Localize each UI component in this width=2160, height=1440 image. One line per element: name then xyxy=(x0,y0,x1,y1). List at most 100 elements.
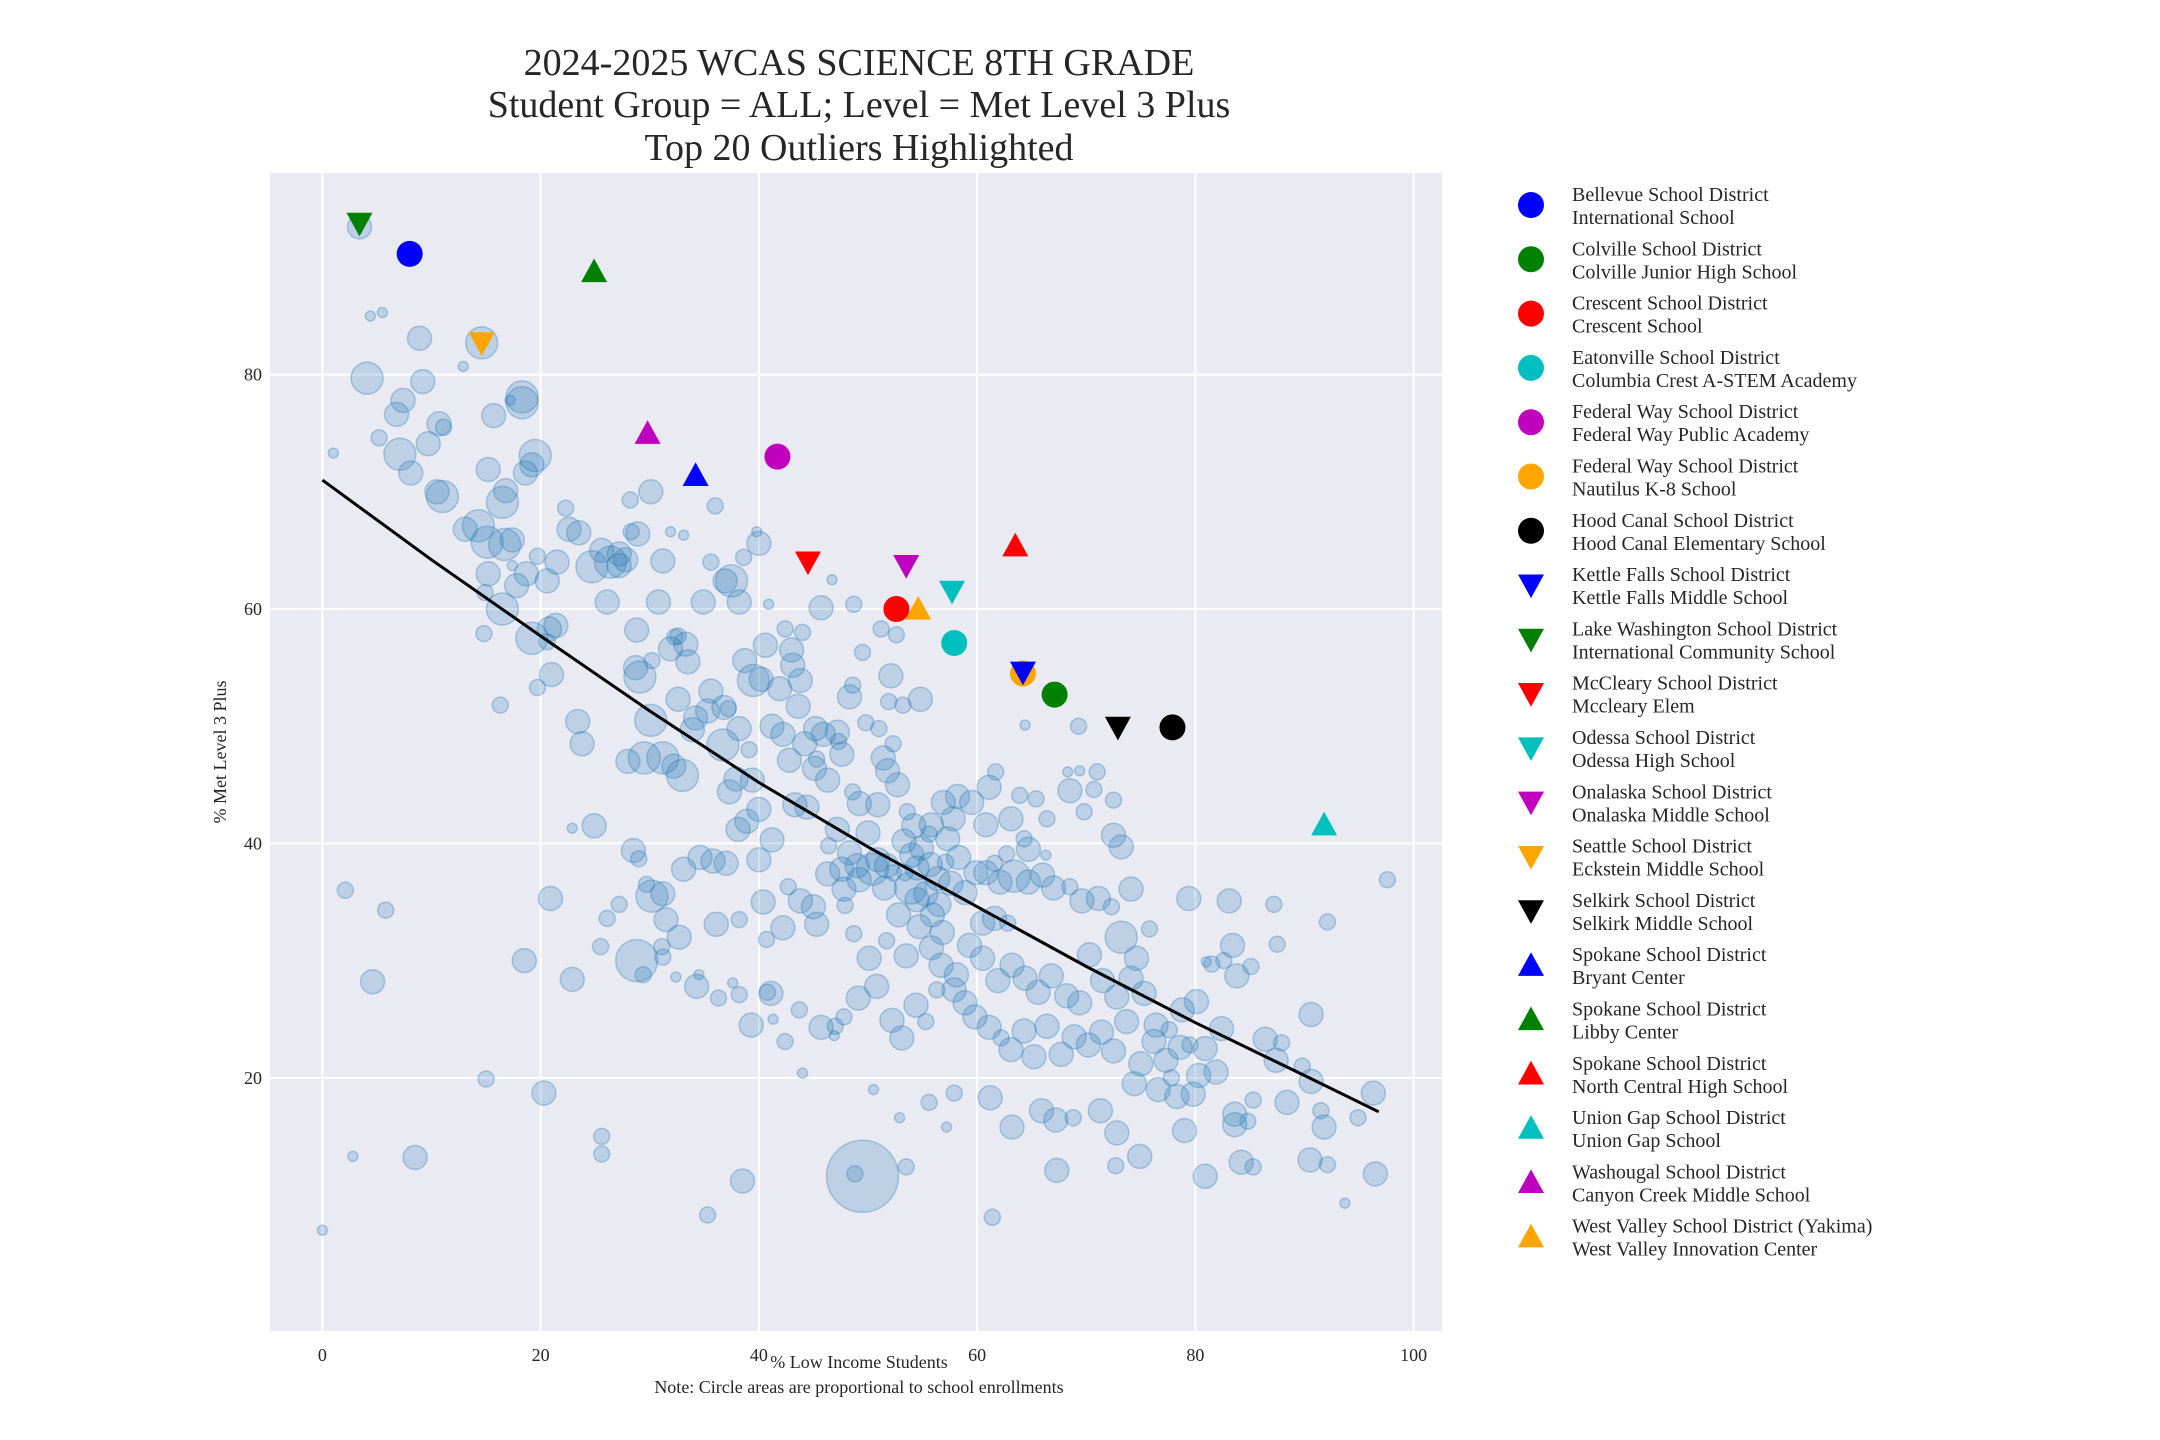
legend-triangle-up-icon xyxy=(1518,1060,1544,1085)
school-point xyxy=(884,863,902,882)
school-point xyxy=(1104,984,1130,1010)
school-point xyxy=(538,661,565,688)
school-point xyxy=(505,385,539,420)
school-point xyxy=(1221,1101,1248,1127)
school-point xyxy=(738,1012,764,1038)
school-point xyxy=(661,753,687,779)
school-point xyxy=(677,529,690,541)
school-point xyxy=(983,1208,1002,1227)
school-point xyxy=(383,437,417,472)
legend-triangle-down-icon xyxy=(1518,628,1544,653)
school-point xyxy=(623,660,657,694)
school-point xyxy=(475,456,501,483)
school-point xyxy=(843,783,862,801)
school-point xyxy=(1126,1143,1153,1170)
school-point xyxy=(918,934,945,961)
school-point xyxy=(1203,1059,1229,1085)
school-point xyxy=(943,961,970,988)
legend-triangle-up-icon xyxy=(1518,1169,1544,1194)
school-point xyxy=(906,913,933,940)
school-point xyxy=(945,1084,963,1102)
school-point xyxy=(908,835,935,861)
legend-school: Bryant Center xyxy=(1572,967,1685,989)
outlier-marker-triangle-down xyxy=(346,212,373,237)
school-point xyxy=(1221,1111,1248,1138)
school-point xyxy=(734,548,753,567)
school-point xyxy=(901,813,927,839)
school-point xyxy=(1318,1155,1337,1174)
school-point xyxy=(750,525,763,538)
school-point xyxy=(878,663,904,689)
outlier-marker-circle xyxy=(1159,714,1186,741)
legend-district: Lake Washington School District xyxy=(1572,618,1838,640)
school-point xyxy=(398,460,424,486)
school-point xyxy=(1011,1018,1037,1044)
school-point xyxy=(1252,1026,1278,1052)
school-point xyxy=(919,902,946,928)
school-point xyxy=(985,854,1004,873)
grid-lines xyxy=(270,173,1442,1331)
outlier-marker-circle xyxy=(1041,681,1068,708)
school-point xyxy=(504,394,516,407)
school-point xyxy=(1104,1120,1130,1146)
school-point xyxy=(643,651,661,670)
school-point xyxy=(748,666,774,693)
school-point xyxy=(897,1158,915,1176)
school-point xyxy=(1010,786,1029,805)
school-point xyxy=(746,847,772,873)
school-point xyxy=(682,705,709,731)
school-point xyxy=(844,852,870,879)
school-point xyxy=(1339,1197,1351,1209)
x-axis-note: Note: Circle areas are proportional to s… xyxy=(654,1377,1063,1397)
x-tick-label: 80 xyxy=(1186,1345,1204,1365)
school-point xyxy=(814,767,841,793)
school-point xyxy=(884,772,911,798)
school-point xyxy=(1015,836,1042,863)
school-point xyxy=(487,527,522,562)
school-point xyxy=(336,881,355,900)
outlier-marker-triangle-down xyxy=(1009,661,1036,686)
legend-district: Federal Way School District xyxy=(1572,456,1799,478)
school-point xyxy=(920,1093,938,1112)
school-point xyxy=(846,867,873,893)
legend-triangle-down-icon xyxy=(1518,900,1544,924)
school-point xyxy=(1061,766,1074,778)
school-point xyxy=(1040,875,1067,901)
school-point xyxy=(1192,1035,1218,1062)
school-point xyxy=(1102,897,1121,916)
school-point xyxy=(952,990,978,1016)
school-point xyxy=(670,971,682,983)
school-point xyxy=(845,924,863,943)
school-point xyxy=(790,1001,809,1019)
school-point xyxy=(511,947,538,974)
legend-district: Selkirk School District xyxy=(1572,890,1756,912)
school-point xyxy=(693,968,705,981)
school-point xyxy=(1113,1008,1140,1035)
school-point xyxy=(930,789,957,816)
school-point xyxy=(891,828,917,854)
x-tick-label: 0 xyxy=(318,1345,327,1365)
school-point xyxy=(505,380,539,414)
school-point xyxy=(725,816,751,843)
y-tick-label: 40 xyxy=(244,833,262,853)
school-point xyxy=(703,911,730,938)
school-point xyxy=(801,755,828,782)
school-point xyxy=(985,967,1011,994)
school-point xyxy=(1048,1041,1074,1068)
y-axis-ticks: 20 40 60 80 xyxy=(244,365,262,1088)
school-point xyxy=(645,589,672,615)
school-point xyxy=(665,758,700,793)
school-point xyxy=(606,552,632,579)
legend-triangle-up-icon xyxy=(1518,1115,1544,1139)
school-point xyxy=(477,1070,495,1088)
outlier-marker-triangle-up xyxy=(682,462,709,487)
school-point xyxy=(776,620,794,638)
highlighted-points xyxy=(346,212,1338,836)
legend-triangle-down-icon xyxy=(1518,845,1544,870)
school-point xyxy=(814,861,841,887)
school-point xyxy=(826,1017,845,1036)
school-point xyxy=(920,825,938,843)
